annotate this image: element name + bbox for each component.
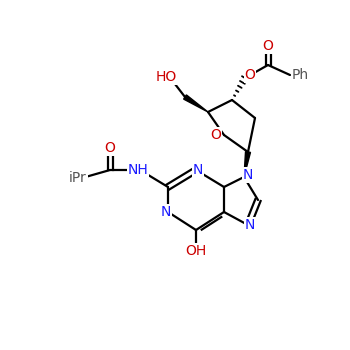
Text: O: O — [211, 128, 222, 142]
Text: O: O — [245, 68, 256, 82]
Polygon shape — [244, 152, 251, 177]
Text: N: N — [161, 205, 171, 219]
Text: O: O — [262, 39, 273, 53]
Text: OH: OH — [186, 244, 206, 258]
Text: N: N — [245, 218, 255, 232]
Text: HO: HO — [155, 70, 177, 84]
Text: N: N — [193, 163, 203, 177]
Text: Ph: Ph — [292, 68, 309, 82]
Text: NH: NH — [128, 163, 148, 177]
Text: O: O — [105, 141, 116, 155]
Text: N: N — [243, 168, 253, 182]
Polygon shape — [184, 95, 208, 112]
Text: iPr: iPr — [69, 171, 87, 185]
